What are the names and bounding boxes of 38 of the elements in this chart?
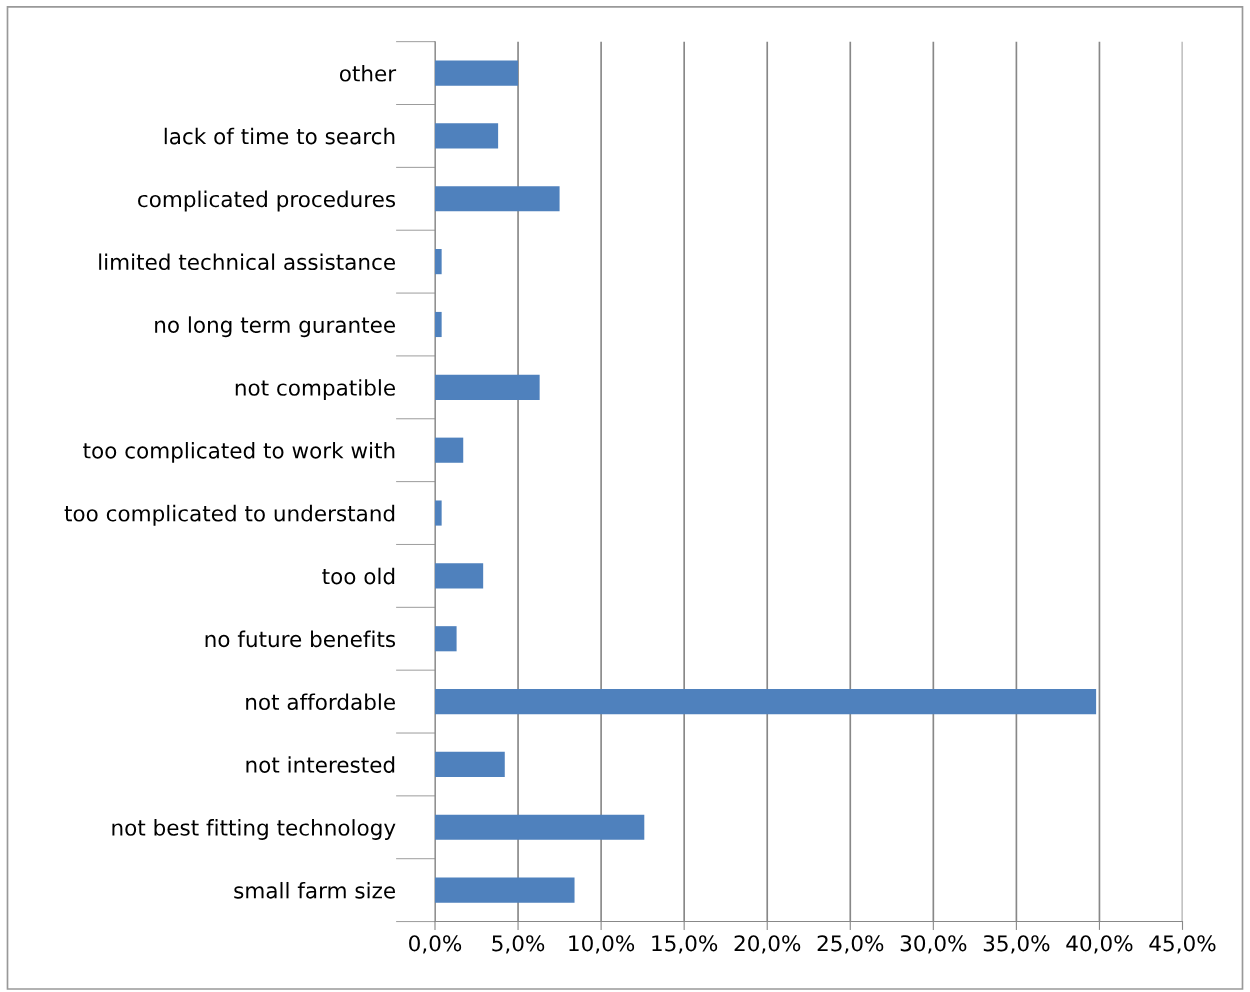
- bar: [435, 814, 645, 840]
- bar: [435, 374, 540, 400]
- x-tick-label: 10,0%: [569, 935, 635, 954]
- y-tick-label: not best fitting technology: [112, 819, 396, 840]
- y-tick-label: too complicated to understand: [64, 504, 395, 526]
- bar: [435, 563, 484, 589]
- x-tick-label: 35,0%: [983, 935, 1050, 954]
- bar: [435, 60, 519, 86]
- y-tick-label: no long term gurantee: [155, 316, 395, 338]
- y-tick-label: too old: [322, 567, 395, 585]
- y-tick-label: complicated procedures: [138, 190, 396, 212]
- x-tick-label: 0,0%: [409, 935, 462, 954]
- y-tick-label: small farm size: [234, 881, 395, 899]
- bar: [435, 689, 1097, 715]
- bar: [435, 751, 505, 778]
- bar: [435, 877, 575, 903]
- x-tick-label: 5,0%: [492, 935, 545, 954]
- x-tick-label: 45,0%: [1149, 935, 1216, 954]
- bar: [435, 437, 464, 463]
- y-tick-label: no future benefits: [205, 630, 396, 648]
- y-tick-label: not affordable: [246, 693, 395, 711]
- x-tick-label: 15,0%: [652, 935, 718, 954]
- y-tick-label: lack of time to search: [164, 127, 395, 145]
- x-tick-label: 20,0%: [734, 935, 801, 954]
- bar: [435, 249, 442, 275]
- bar: [435, 311, 442, 338]
- bar: [435, 123, 499, 149]
- bar: [435, 626, 457, 652]
- y-tick-label: other: [339, 64, 397, 82]
- bar: [435, 186, 560, 212]
- y-tick-label: limited technical assistance: [99, 253, 395, 271]
- bar: [435, 500, 442, 526]
- x-tick-label: 30,0%: [900, 935, 967, 954]
- y-tick-label: too complicated to work with: [83, 442, 395, 463]
- y-tick-label: not compatible: [235, 379, 395, 400]
- y-tick-label: not interested: [246, 756, 395, 773]
- x-tick-label: 40,0%: [1066, 935, 1133, 954]
- x-tick-label: 25,0%: [817, 935, 884, 954]
